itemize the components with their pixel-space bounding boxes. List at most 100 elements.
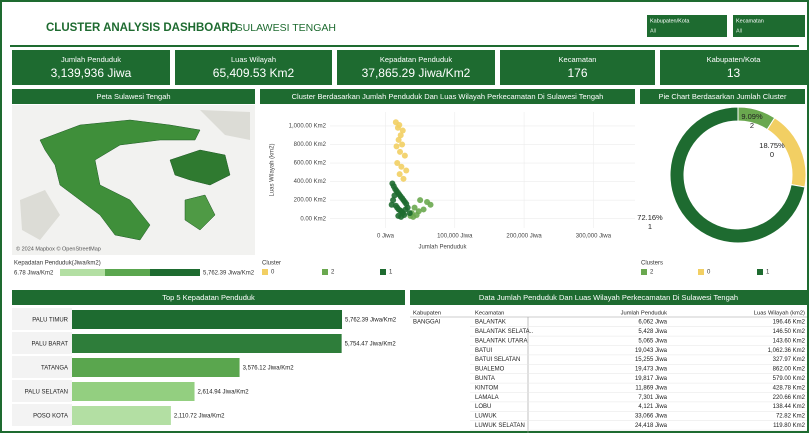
table-cell: 220.66 Km2 xyxy=(773,395,806,401)
scatter-point xyxy=(397,148,404,155)
scatter-point xyxy=(420,206,427,213)
filter-value: All xyxy=(650,28,656,34)
table-cell: 15,255 Jiwa xyxy=(635,357,668,363)
table-cell: 72.82 Km2 xyxy=(776,414,806,420)
table-header: Kecamatan xyxy=(475,311,504,317)
bar xyxy=(72,310,343,329)
kpi-label: Jumlah Penduduk xyxy=(61,55,121,64)
table-group: BANGGAI xyxy=(413,320,441,326)
legend-label: 1 xyxy=(766,270,770,276)
scatter-point xyxy=(411,204,418,211)
scatter-point xyxy=(396,171,403,178)
panel-title-bar xyxy=(12,290,405,305)
legend-swatch xyxy=(322,269,328,275)
table-cell: 5,428 Jiwa xyxy=(638,329,667,335)
scatter-point xyxy=(427,201,434,208)
map-legend-bar xyxy=(105,269,150,276)
map xyxy=(12,105,255,255)
y-tick-label: PALU BARAT xyxy=(32,342,69,348)
scatter-point xyxy=(406,210,413,217)
table-cell: BUNTA xyxy=(475,376,495,382)
kpi-value: 13 xyxy=(727,66,741,80)
filter[interactable] xyxy=(733,15,805,37)
panel-title-bar xyxy=(640,89,805,104)
table-cell: 143.60 Km2 xyxy=(773,338,806,344)
panel-title-bar xyxy=(410,290,807,305)
kpi-card xyxy=(175,50,332,85)
kpi-label: Kabupaten/Kota xyxy=(707,55,762,64)
table-cell: BATUI xyxy=(475,348,493,354)
scatter-point xyxy=(394,160,401,167)
legend-label: 0 xyxy=(707,270,711,276)
map-region xyxy=(169,149,231,186)
slice-category-label: 1 xyxy=(648,222,652,231)
table-cell: 33,066 Jiwa xyxy=(635,414,668,420)
legend-swatch xyxy=(757,269,763,275)
table-cell: 862.00 Km2 xyxy=(773,367,806,373)
bar-value-label: 3,576.12 Jiwa/Km2 xyxy=(243,366,295,372)
header-title: CLUSTER ANALYSIS DASHBOARD xyxy=(46,22,238,34)
table-header: Luas Wilayah (km2) xyxy=(754,311,805,317)
scatter-point xyxy=(398,163,405,170)
table-cell: KINTOM xyxy=(475,385,498,391)
table-cell: 19,473 Jiwa xyxy=(635,367,668,373)
table-cell: 428.78 Km2 xyxy=(773,385,806,391)
table-cell: BATUI SELATAN xyxy=(475,357,520,363)
row-bg xyxy=(12,308,72,330)
y-tick-label: TATANGA xyxy=(41,366,68,372)
panel-title: Pie Chart Berdasarkan Jumlah Cluster xyxy=(659,92,787,101)
slice-value-label: 18.75% xyxy=(759,141,785,150)
bar xyxy=(72,382,195,401)
scatter-point xyxy=(397,132,404,139)
table-cell: 327.97 Km2 xyxy=(773,357,806,363)
x-tick-label: 300,000 Jiwa xyxy=(576,234,612,240)
table-cell: BUALEMO xyxy=(475,367,505,373)
slice-value-label: 9.09% xyxy=(741,112,763,121)
map-legend-min: 6.78 Jiwa/Km2 xyxy=(14,271,54,277)
scatter-point xyxy=(399,141,406,148)
row-bg xyxy=(12,332,72,354)
kpi-value: 65,409.53 Km2 xyxy=(213,66,295,80)
panel-title: Top 5 Kepadatan Penduduk xyxy=(162,293,255,302)
legend-swatch xyxy=(698,269,704,275)
bar-value-label: 5,754.47 Jiwa/Km2 xyxy=(345,342,397,348)
panel-title: Data Jumlah Penduduk Dan Luas Wilayah Pe… xyxy=(479,293,738,302)
map-region xyxy=(39,119,201,241)
bar xyxy=(72,406,171,425)
x-tick-label: 0 Jiwa xyxy=(377,234,395,240)
table-cell: 5,065 Jiwa xyxy=(638,338,667,344)
filter-label: Kecamatan xyxy=(736,18,764,24)
table-cell: 11,869 Jiwa xyxy=(635,385,667,391)
scatter-point xyxy=(395,136,402,143)
y-tick-label: PALU TIMUR xyxy=(32,318,68,324)
y-tick-label: POSO KOTA xyxy=(33,414,68,420)
y-tick-label: 800.00 Km2 xyxy=(294,142,327,148)
x-tick-label: 100,000 Jiwa xyxy=(437,234,473,240)
bar-value-label: 2,110.72 Jiwa/Km2 xyxy=(174,414,225,420)
table-header: Kabupaten xyxy=(413,311,441,317)
y-tick-label: 600.00 Km2 xyxy=(294,161,327,167)
filter[interactable] xyxy=(647,15,727,37)
legend-label: 2 xyxy=(331,270,335,276)
slice-category-label: 0 xyxy=(770,150,774,159)
scatter-point xyxy=(417,197,424,204)
kpi-card xyxy=(660,50,807,85)
bar-value-label: 5,762.39 Jiwa/Km2 xyxy=(345,318,397,324)
panel-title: Peta Sulawesi Tengah xyxy=(96,92,170,101)
legend-label: 0 xyxy=(271,270,275,276)
scatter-point xyxy=(403,167,410,174)
legend-label: 1 xyxy=(389,270,393,276)
header-subtitle: | SULAWESI TENGAH xyxy=(230,22,336,34)
scatter-point xyxy=(400,175,407,182)
table-cell: 196.46 Km2 xyxy=(773,320,806,326)
y-tick-label: 1,000.00 Km2 xyxy=(289,123,327,129)
table-cell: 579.00 Km2 xyxy=(773,376,806,382)
table-cell: 119.80 Km2 xyxy=(773,423,806,429)
y-tick-label: 400.00 Km2 xyxy=(294,179,327,185)
filter-value: All xyxy=(736,28,742,34)
kpi-card xyxy=(337,50,495,85)
table-cell: BALANTAK xyxy=(475,320,506,326)
table-cell: 24,418 Jiwa xyxy=(635,423,668,429)
table-header: Jumlah Penduduk xyxy=(621,311,668,317)
